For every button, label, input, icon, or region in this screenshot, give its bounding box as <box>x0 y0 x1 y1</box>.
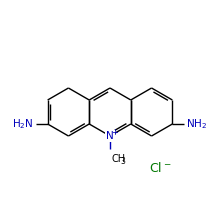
Text: N: N <box>106 131 114 141</box>
Text: CH: CH <box>111 154 125 164</box>
Text: +: + <box>111 128 118 136</box>
Text: Cl$^-$: Cl$^-$ <box>149 161 171 175</box>
Text: H$_2$N: H$_2$N <box>12 117 34 131</box>
Text: NH$_2$: NH$_2$ <box>186 117 207 131</box>
Text: 3: 3 <box>120 157 125 166</box>
